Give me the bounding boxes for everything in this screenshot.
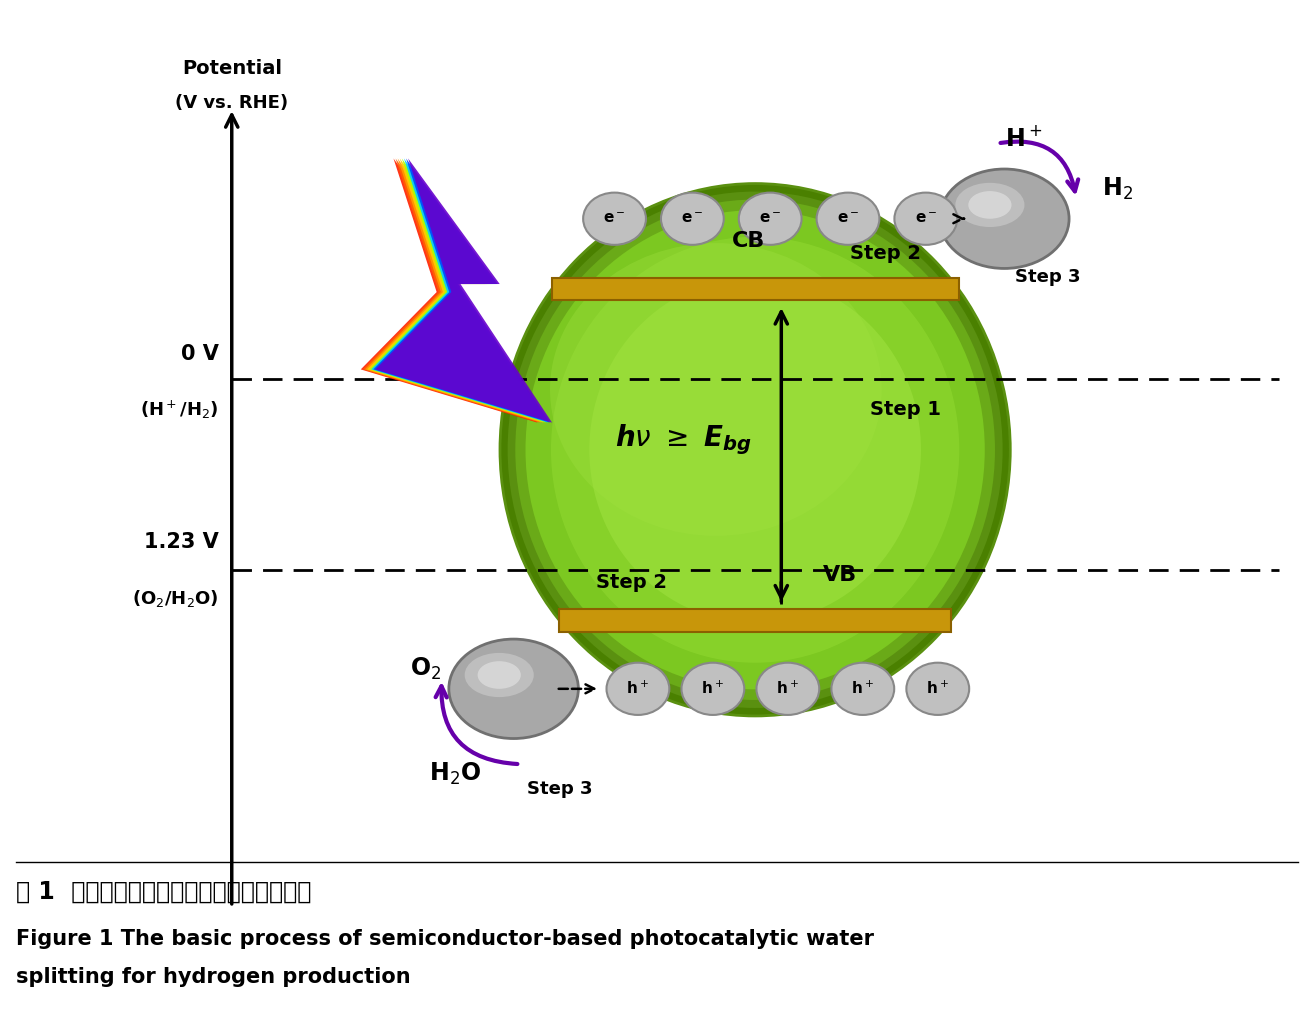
- Text: (V vs. RHE): (V vs. RHE): [175, 94, 288, 112]
- Text: h$^+$: h$^+$: [777, 680, 799, 698]
- Ellipse shape: [449, 639, 578, 738]
- Ellipse shape: [607, 663, 669, 715]
- Ellipse shape: [682, 663, 744, 715]
- Text: Step 2: Step 2: [850, 244, 921, 264]
- Ellipse shape: [832, 663, 895, 715]
- Ellipse shape: [940, 169, 1070, 269]
- Polygon shape: [365, 159, 541, 422]
- Ellipse shape: [515, 200, 995, 700]
- Text: 图 1  半导体基光市化分解水制氢的基本过程: 图 1 半导体基光市化分解水制氢的基本过程: [16, 880, 311, 904]
- Text: h$^+$: h$^+$: [627, 680, 649, 698]
- Ellipse shape: [526, 210, 984, 689]
- Text: H$_2$O: H$_2$O: [428, 762, 481, 787]
- Text: e$^-$: e$^-$: [681, 211, 703, 226]
- Ellipse shape: [583, 193, 646, 244]
- Text: (H$^+$/H$_2$): (H$^+$/H$_2$): [141, 398, 218, 421]
- Polygon shape: [363, 159, 540, 422]
- Text: splitting for hydrogen production: splitting for hydrogen production: [16, 968, 410, 987]
- Ellipse shape: [757, 663, 819, 715]
- Text: h$^+$: h$^+$: [702, 680, 724, 698]
- Ellipse shape: [477, 662, 520, 689]
- Ellipse shape: [738, 193, 802, 244]
- Ellipse shape: [501, 184, 1010, 716]
- Text: H$^+$: H$^+$: [1005, 126, 1042, 150]
- Polygon shape: [367, 159, 544, 422]
- FancyArrowPatch shape: [436, 686, 518, 764]
- Ellipse shape: [907, 663, 970, 715]
- Ellipse shape: [816, 193, 879, 244]
- Text: Step 3: Step 3: [1014, 268, 1080, 286]
- Bar: [560, 609, 951, 631]
- Ellipse shape: [589, 277, 921, 623]
- Text: 1.23 V: 1.23 V: [145, 532, 218, 552]
- Text: e$^-$: e$^-$: [603, 211, 625, 226]
- Text: e$^-$: e$^-$: [837, 211, 859, 226]
- Polygon shape: [369, 159, 545, 422]
- Text: H$_2$: H$_2$: [1102, 176, 1134, 202]
- Ellipse shape: [551, 236, 959, 663]
- Polygon shape: [361, 159, 537, 422]
- Text: 0 V: 0 V: [181, 344, 218, 365]
- Polygon shape: [373, 159, 551, 422]
- Bar: [552, 278, 958, 300]
- Ellipse shape: [955, 183, 1025, 227]
- Text: Step 1: Step 1: [870, 400, 941, 419]
- Text: h$^+$: h$^+$: [926, 680, 949, 698]
- Ellipse shape: [507, 192, 1003, 708]
- Text: h$\nu$ $\geq$ E$_\mathregular{bg}$: h$\nu$ $\geq$ E$_\mathregular{bg}$: [615, 422, 752, 457]
- Text: (O$_2$/H$_2$O): (O$_2$/H$_2$O): [133, 588, 218, 609]
- Text: e$^-$: e$^-$: [759, 211, 782, 226]
- Text: CB: CB: [732, 231, 765, 250]
- Ellipse shape: [661, 193, 724, 244]
- Text: O$_2$: O$_2$: [410, 655, 442, 682]
- Ellipse shape: [551, 243, 882, 536]
- Text: Figure 1 The basic process of semiconductor-based photocatalytic water: Figure 1 The basic process of semiconduc…: [16, 929, 874, 949]
- Text: h$^+$: h$^+$: [851, 680, 874, 698]
- Text: VB: VB: [823, 566, 857, 586]
- Ellipse shape: [968, 191, 1012, 219]
- Ellipse shape: [465, 652, 533, 697]
- Text: Potential: Potential: [181, 59, 281, 78]
- Text: e$^-$: e$^-$: [915, 211, 937, 226]
- FancyArrowPatch shape: [1000, 141, 1079, 191]
- Text: Step 3: Step 3: [527, 781, 593, 798]
- Text: Step 2: Step 2: [595, 573, 668, 592]
- Polygon shape: [376, 159, 552, 422]
- Polygon shape: [372, 159, 548, 422]
- Ellipse shape: [895, 193, 957, 244]
